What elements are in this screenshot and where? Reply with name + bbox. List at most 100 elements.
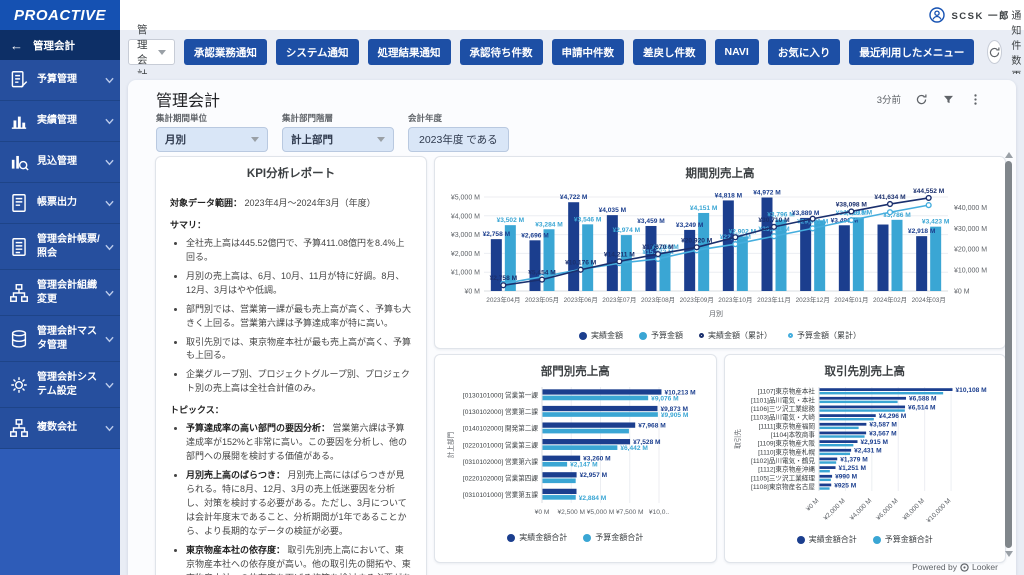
notification-refresh-button[interactable] (987, 40, 1003, 64)
toolbar-button-4[interactable]: 承認待ち件数 (459, 39, 543, 65)
svg-text:¥5,000 M: ¥5,000 M (451, 195, 480, 202)
filter-select[interactable]: 計上部門 (282, 127, 394, 152)
toolbar-button-7[interactable]: NAVI (714, 39, 759, 65)
svg-text:2023年06月: 2023年06月 (564, 295, 598, 304)
svg-text:¥3,786 M: ¥3,786 M (883, 212, 911, 219)
legend-item[interactable]: 予算金額合計 (583, 532, 643, 543)
filter-group-2: 集計部門階層 計上部門 (282, 112, 394, 154)
refresh-icon[interactable] (915, 93, 928, 106)
svg-text:2024年02月: 2024年02月 (873, 295, 907, 304)
menu-select-value: 管理会計 (137, 24, 148, 81)
legend-dot-icon (507, 533, 516, 542)
svg-text:¥2,918 M: ¥2,918 M (908, 228, 936, 235)
vertical-scrollbar[interactable] (1004, 152, 1013, 557)
scrollbar-thumb[interactable] (1005, 161, 1012, 548)
menu-select[interactable]: 管理会計 (128, 24, 175, 81)
chevron-down-icon (103, 153, 114, 171)
sidebar-item-1[interactable]: 予算管理 (0, 60, 120, 101)
client-sales-chart[interactable]: ¥0 M ¥2,000 M ¥4,000 M ¥6,000 M ¥8,000 M ¥10,… (725, 381, 1006, 533)
filter-label: 集計期間単位 (156, 113, 208, 123)
legend-label: 予算金額 (651, 331, 683, 340)
svg-text:[1112]東京物産沖縄: [1112]東京物産沖縄 (758, 465, 815, 474)
legend-item[interactable]: 実績金額 (579, 330, 623, 341)
svg-text:¥4,151 M: ¥4,151 M (690, 205, 718, 212)
toolbar-button-6[interactable]: 差戻し件数 (633, 39, 706, 65)
chevron-down-icon (103, 238, 114, 256)
back-arrow-icon[interactable]: ← (10, 37, 23, 53)
kpi-report-panel[interactable]: KPI分析レポート 対象データ範囲： 2023年4月～2024年3月（年度） サマ… (155, 156, 427, 575)
svg-text:[0130102000] 営業第二課: [0130102000] 営業第二課 (463, 407, 539, 416)
svg-text:2023年04月: 2023年04月 (486, 295, 520, 304)
svg-text:¥2,000 M: ¥2,000 M (822, 497, 846, 521)
chevron-down-icon (157, 49, 166, 55)
svg-text:¥3,546 M: ¥3,546 M (574, 216, 602, 223)
svg-text:¥30,710 M: ¥30,710 M (758, 217, 790, 224)
kebab-menu-icon[interactable] (969, 93, 982, 106)
sidebar-item-8[interactable]: 管理会計システム設定 (0, 362, 120, 408)
sidebar-item-label: 帳票出力 (37, 197, 77, 209)
sidebar-header[interactable]: ← 管理会計 (0, 30, 120, 60)
svg-text:¥3,459 M: ¥3,459 M (637, 218, 665, 225)
filter-icon[interactable] (942, 93, 955, 106)
svg-text:¥1,251 M: ¥1,251 M (838, 465, 866, 472)
department-sales-legend: 実績金額合計 予算金額合計 (435, 532, 716, 543)
sidebar-item-3[interactable]: 見込管理 (0, 142, 120, 183)
sidebar-item-2[interactable]: 実績管理 (0, 101, 120, 142)
legend-label: 予算金額（累計） (797, 331, 861, 340)
svg-text:2023年11月: 2023年11月 (757, 295, 791, 304)
gear-icon (8, 374, 30, 396)
department-sales-chart[interactable]: ¥0 M ¥2,500 M ¥5,000 M ¥7,500 M ¥10,0.. [0130… (435, 381, 716, 531)
legend-item[interactable]: 実績金額（累計） (699, 330, 772, 341)
legend-dot-icon (872, 535, 881, 544)
legend-item[interactable]: 予算金額 (639, 330, 683, 341)
legend-item[interactable]: 実績金額合計 (507, 532, 567, 543)
svg-text:¥14,211 M: ¥14,211 M (604, 251, 635, 258)
kpi-bullet: 全社売上高は445.52億円で、予算411.08億円を8.4%上回る。 (186, 237, 412, 265)
chevron-down-icon (103, 194, 114, 212)
sidebar-item-label: 見込管理 (37, 156, 77, 168)
legend-item[interactable]: 実績金額合計 (796, 534, 857, 545)
top-bar-right: SCSK 一郎 (120, 0, 1024, 30)
toolbar-button-9[interactable]: 最近利用したメニュー (849, 39, 975, 65)
svg-text:¥1,000 M: ¥1,000 M (451, 270, 480, 277)
kpi-report-body: 対象データ範囲： 2023年4月～2024年3月（年度）サマリ：全社売上高は44… (170, 197, 412, 575)
svg-text:¥10,108 M: ¥10,108 M (955, 387, 987, 394)
toolbar-button-8[interactable]: お気に入り (767, 39, 841, 65)
sidebar-item-6[interactable]: 管理会計組織変更 (0, 270, 120, 316)
chevron-down-icon (103, 376, 114, 394)
sidebar-item-label: 管理会計システム設定 (37, 372, 97, 397)
user-icon[interactable] (929, 7, 946, 23)
period-sales-panel[interactable]: 期間別売上高 ¥0 M ¥1,000 M ¥2,000 M ¥3,000 M ¥4,00… (434, 156, 1006, 349)
report-output-icon (8, 192, 30, 214)
svg-text:[1103]品川電気・大崎: [1103]品川電気・大崎 (751, 413, 815, 422)
toolbar-button-5[interactable]: 申請中件数 (551, 39, 625, 65)
toolbar-button-3[interactable]: 処理結果通知 (367, 39, 451, 65)
svg-text:[0220101000] 営業第三課: [0220101000] 営業第三課 (463, 440, 539, 449)
legend-dot-icon (579, 331, 587, 340)
svg-text:¥5,454 M: ¥5,454 M (528, 270, 556, 277)
sidebar-item-4[interactable]: 帳票出力 (0, 183, 120, 224)
sidebar-item-label: 管理会計マスタ管理 (37, 326, 97, 351)
user-name[interactable]: SCSK 一郎 (951, 11, 1010, 22)
scroll-up-arrow-icon[interactable] (1005, 152, 1013, 158)
department-sales-panel[interactable]: 部門別売上高 ¥0 M ¥2,500 M ¥5,000 M ¥7,500 M ¥10,0… (434, 354, 717, 563)
filter-chip[interactable]: 2023年度 である (408, 127, 509, 152)
sidebar-item-label: 複数会社 (37, 422, 77, 434)
filter-select[interactable]: 月別 (156, 127, 268, 152)
toolbar-button-2[interactable]: システム通知 (275, 39, 359, 65)
svg-text:¥10,000 M: ¥10,000 M (954, 268, 987, 275)
powered-by-looker[interactable]: Powered by Looker (912, 562, 998, 572)
sidebar-item-7[interactable]: 管理会計マスタ管理 (0, 316, 120, 362)
legend-item[interactable]: 予算金額合計 (872, 534, 933, 545)
sidebar-item-9[interactable]: 複数会社 (0, 408, 120, 449)
svg-text:¥4,818 M: ¥4,818 M (715, 192, 743, 199)
legend-item[interactable]: 予算金額（累計） (788, 330, 861, 341)
period-sales-chart[interactable]: ¥0 M ¥1,000 M ¥2,000 M ¥3,000 M ¥4,000 M ¥5,0… (435, 183, 1005, 329)
forecast-search-icon (8, 151, 30, 173)
scroll-down-arrow-icon[interactable] (1005, 551, 1013, 557)
toolbar-button-1[interactable]: 承認業務通知 (183, 39, 267, 65)
client-sales-panel[interactable]: 取引先別売上高 ¥0 M ¥2,000 M ¥4,000 M ¥6,000 M ¥8,0… (723, 354, 1006, 563)
sidebar-item-5[interactable]: 管理会計帳票/照会 (0, 224, 120, 270)
svg-text:¥1,379 M: ¥1,379 M (840, 456, 868, 463)
svg-text:¥0 M: ¥0 M (535, 509, 550, 516)
